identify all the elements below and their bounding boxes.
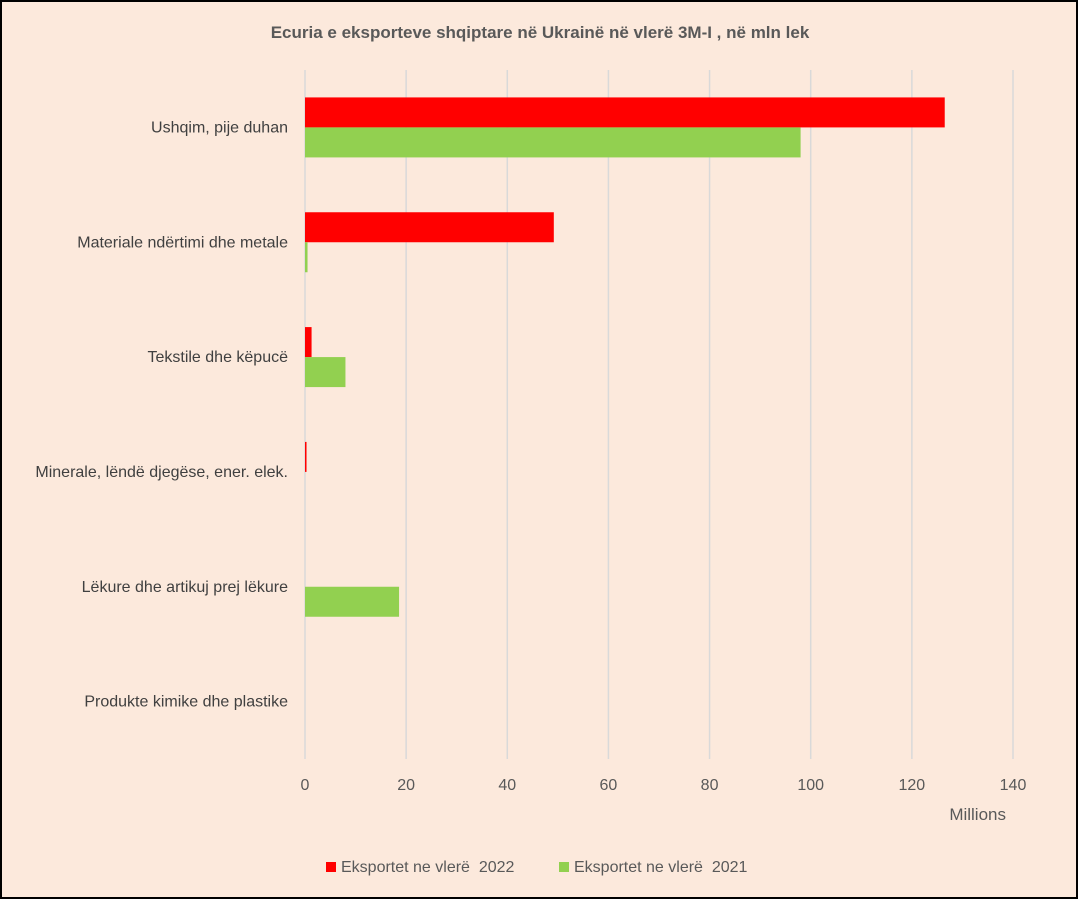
bar-2022-minerale-l-nd-djeg-se-ener-elek — [305, 441, 307, 472]
bar-2022-ushqim-pije-duhan — [305, 97, 945, 128]
x-tick-label-60: 60 — [600, 777, 618, 794]
category-label-minerale-l-nd-djeg-se-ener-elek: Minerale, lëndë djegëse, ener. elek. — [35, 464, 288, 481]
x-tick-label-40: 40 — [498, 777, 516, 794]
category-label-tekstile-dhe-k-puc: Tekstile dhe këpucë — [147, 349, 288, 366]
bar-2021-ushqim-pije-duhan — [305, 127, 801, 158]
x-tick-label-140: 140 — [1000, 777, 1027, 794]
x-tick-label-0: 0 — [301, 777, 310, 794]
legend-label-2021: Eksportet ne vlerë 2021 — [574, 859, 748, 876]
x-tick-label-80: 80 — [701, 777, 719, 794]
category-label-ushqim-pije-duhan: Ushqim, pije duhan — [151, 119, 288, 136]
legend: Eksportet ne vlerë 2022 Eksportet ne vle… — [326, 859, 748, 876]
legend-swatch-2021 — [559, 862, 569, 872]
bar-2021-materiale-nd-rtimi-dhe-metale — [305, 242, 308, 273]
bars — [305, 97, 945, 617]
x-axis-unit-label: Millions — [949, 805, 1006, 824]
bar-2022-tekstile-dhe-k-puc — [305, 327, 312, 358]
category-label-l-kure-dhe-artikuj-prej-l-kure: Lëkure dhe artikuj prej lëkure — [82, 579, 288, 596]
bar-2021-tekstile-dhe-k-puc — [305, 357, 346, 388]
x-tick-label-20: 20 — [397, 777, 415, 794]
category-label-produkte-kimike-dhe-plastike: Produkte kimike dhe plastike — [84, 694, 288, 711]
bar-2022-materiale-nd-rtimi-dhe-metale — [305, 212, 554, 243]
legend-label-2022: Eksportet ne vlerë 2022 — [341, 859, 515, 876]
category-label-materiale-nd-rtimi-dhe-metale: Materiale ndërtimi dhe metale — [77, 234, 288, 251]
gridlines — [304, 70, 1014, 759]
x-tick-labels: 0 20 40 60 80 100 120 140 — [301, 777, 1027, 794]
chart-title: Ecuria e eksporteve shqiptare në Ukrainë… — [271, 23, 810, 42]
x-tick-label-100: 100 — [797, 777, 824, 794]
bar-2021-l-kure-dhe-artikuj-prej-l-kure — [305, 586, 400, 617]
legend-swatch-2022 — [326, 862, 336, 872]
category-labels: Ushqim, pije duhan Materiale ndërtimi dhe… — [35, 119, 288, 710]
x-tick-label-120: 120 — [899, 777, 926, 794]
